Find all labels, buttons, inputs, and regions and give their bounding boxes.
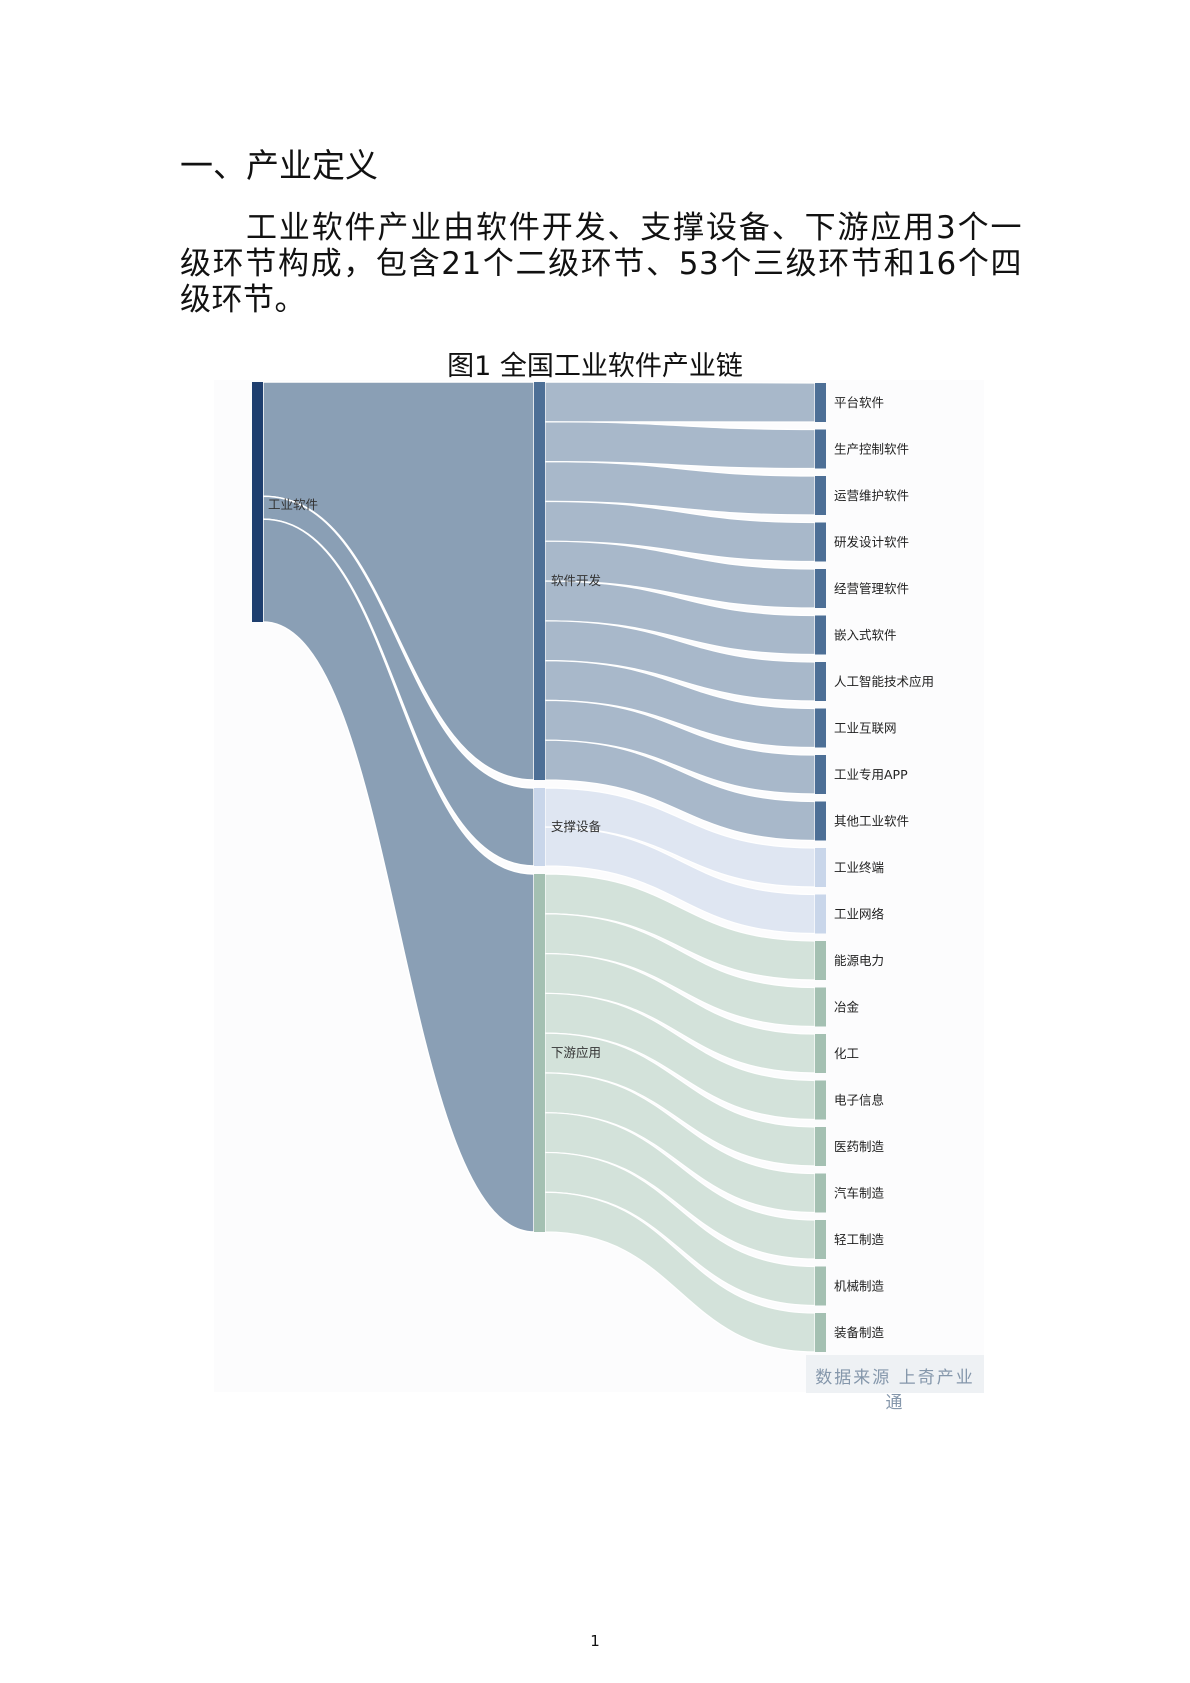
leaf-label-16: 医药制造 <box>834 1139 885 1154</box>
leaf-node-14 <box>815 1034 826 1073</box>
leaf-label-19: 机械制造 <box>834 1279 885 1294</box>
leaf-node-19 <box>815 1266 826 1306</box>
leaf-node-6 <box>815 662 826 701</box>
leaf-label-8: 工业专用APP <box>834 767 908 782</box>
leaf-label-7: 工业互联网 <box>834 721 897 736</box>
leaf-label-14: 化工 <box>834 1046 859 1061</box>
link-dev-leaf-1 <box>544 421 816 470</box>
leaf-label-18: 轻工制造 <box>834 1232 885 1247</box>
leaf-label-20: 装备制造 <box>834 1325 885 1340</box>
link-root-app <box>262 518 535 1233</box>
leaf-label-13: 冶金 <box>834 1000 860 1015</box>
leaf-label-15: 电子信息 <box>834 1093 884 1108</box>
leaf-label-17: 汽车制造 <box>834 1186 885 1201</box>
leaf-label-3: 研发设计软件 <box>834 535 909 550</box>
leaf-node-1 <box>815 429 826 469</box>
leaf-node-3 <box>815 522 826 562</box>
leaf-node-7 <box>815 708 826 748</box>
leaf-node-20 <box>815 1313 826 1352</box>
node-dev-label: 软件开发 <box>551 573 602 588</box>
leaf-label-2: 运营维护软件 <box>834 488 909 503</box>
node-dev <box>534 382 545 780</box>
leaf-label-11: 工业网络 <box>834 907 885 922</box>
leaf-node-2 <box>815 476 826 515</box>
leaf-label-4: 经营管理软件 <box>834 581 909 596</box>
source-badge: 数据来源 上奇产业通 <box>806 1355 984 1413</box>
leaf-node-16 <box>815 1127 826 1166</box>
leaf-node-13 <box>815 987 826 1027</box>
leaf-label-10: 工业终端 <box>834 860 884 875</box>
leaf-node-4 <box>815 569 826 608</box>
node-root-label: 工业软件 <box>268 497 318 512</box>
leaf-label-0: 平台软件 <box>834 395 884 410</box>
link-dev-leaf-0 <box>544 381 816 423</box>
node-equip <box>534 788 545 866</box>
node-root <box>252 382 263 622</box>
leaf-node-18 <box>815 1220 826 1259</box>
leaf-node-15 <box>815 1080 826 1120</box>
leaf-node-17 <box>815 1173 826 1213</box>
leaf-node-12 <box>815 941 826 980</box>
page-number: 1 <box>590 1632 600 1650</box>
node-app-label: 下游应用 <box>551 1045 601 1060</box>
section-heading: 一、产业定义 <box>180 146 378 185</box>
leaf-label-5: 嵌入式软件 <box>834 628 897 643</box>
leaf-node-11 <box>815 894 826 934</box>
leaf-label-12: 能源电力 <box>834 953 884 968</box>
leaf-node-10 <box>815 848 826 887</box>
leaf-node-0 <box>815 383 826 422</box>
figure-title: 图1 全国工业软件产业链 <box>447 351 743 382</box>
intro-paragraph: 工业软件产业由软件开发、支撑设备、下游应用3个一级环节构成，包含21个二级环节、… <box>180 210 1022 318</box>
node-equip-label: 支撑设备 <box>551 819 602 834</box>
leaf-label-1: 生产控制软件 <box>834 442 909 457</box>
source-label: 数据来源 上奇产业通 <box>815 1368 975 1413</box>
node-app <box>534 874 545 1232</box>
leaf-node-8 <box>815 755 826 794</box>
leaf-label-9: 其他工业软件 <box>834 814 909 829</box>
leaf-node-9 <box>815 801 826 841</box>
leaf-label-6: 人工智能技术应用 <box>834 674 934 689</box>
leaf-node-5 <box>815 615 826 655</box>
